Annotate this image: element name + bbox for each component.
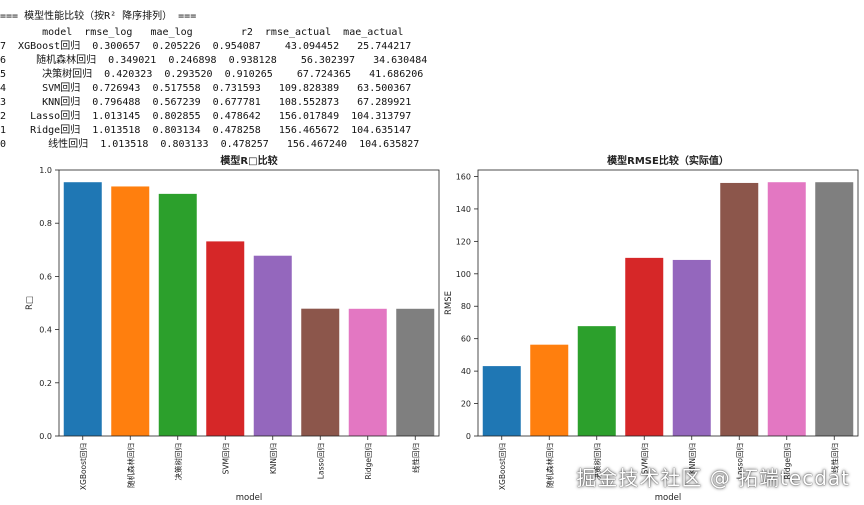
console-output: === 模型性能比较（按R² 降序排列） === model rmse_log … (0, 0, 864, 158)
r2-chart-xlabel: model (236, 493, 262, 503)
rmse-chart-xtick-label: XGBoost回归 (497, 443, 507, 490)
rmse-chart-xlabel: model (655, 493, 681, 503)
console-row: 6 随机森林回归 0.349021 0.246898 0.938128 56.3… (0, 55, 428, 66)
r2-chart-title: 模型R□比较 (220, 154, 277, 167)
rmse-chart-ytick-label: 40 (461, 367, 471, 376)
r2-chart-ytick-label: 0.0 (39, 432, 52, 441)
rmse-chart-ylabel: RMSE (444, 291, 454, 315)
r2-chart-xtick-label: Lasso回归 (315, 443, 325, 479)
r2-chart-bar-3 (158, 193, 197, 436)
r2-chart-ytick-label: 0.4 (39, 326, 52, 335)
rmse-chart-bar-6 (720, 182, 759, 436)
rmse-chart-ytick-label: 20 (461, 400, 471, 409)
rmse-chart-ytick-label: 160 (456, 172, 471, 181)
r2-chart-bar-1 (63, 182, 102, 436)
r2-chart-bar-7 (348, 308, 387, 436)
r2-chart-bar-2 (111, 186, 150, 436)
rmse-chart-xtick-label: 随机森林回归 (544, 443, 554, 488)
console-row: 7 XGBoost回归 0.300657 0.205226 0.954087 4… (0, 41, 412, 52)
rmse-chart-bar-8 (815, 182, 854, 436)
rmse-chart-bar-7 (767, 182, 806, 436)
rmse-chart-bar-4 (625, 257, 664, 436)
r2-chart-bar-4 (206, 241, 245, 436)
rmse-chart-xtick-label: 决策树回归 (592, 443, 602, 481)
r2-chart-ylabel: R□ (25, 296, 35, 310)
console-row: 5 决策树回归 0.420323 0.293520 0.910265 67.72… (0, 69, 424, 80)
console-row: 1 Ridge回归 1.013518 0.803134 0.478258 156… (0, 125, 412, 136)
rmse-chart-xtick-label: Ridge回归 (782, 443, 792, 479)
r2-chart-frame (58, 169, 440, 437)
r2-chart-xtick-label: KNN回归 (268, 443, 278, 474)
r2-chart-bar-5 (253, 255, 292, 436)
rmse-chart-xtick-label: Lasso回归 (734, 443, 744, 479)
rmse-chart-title: 模型RMSE比较（实际值） (607, 154, 729, 167)
r2-bar-chart: 模型R□比较 0.0 0.2 0.4 0.6 0.8 1.0 XGBoost回归 随机森林回归 决… (25, 154, 440, 503)
console-row: 2 Lasso回归 1.013145 0.802855 0.478642 156… (0, 111, 412, 122)
r2-chart-ytick-label: 0.6 (39, 272, 52, 281)
r2-chart-xtick-label: 随机森林回归 (125, 443, 135, 488)
console-header: === 模型性能比较（按R² 降序排列） === (0, 11, 197, 22)
rmse-chart-ytick-label: 140 (456, 205, 471, 214)
r2-chart-bar-8 (396, 308, 435, 436)
console-row: 3 KNN回归 0.796488 0.567239 0.677781 108.5… (0, 97, 412, 108)
r2-chart-xtick-label: 线性回归 (410, 443, 420, 473)
r2-chart-ytick-label: 0.8 (39, 219, 52, 228)
rmse-chart-bar-3 (577, 326, 616, 436)
rmse-chart-bar-1 (482, 366, 521, 436)
rmse-chart-bar-5 (672, 259, 711, 436)
console-row: 0 线性回归 1.013518 0.803133 0.478257 156.46… (0, 139, 420, 150)
r2-chart-xtick-label: 决策树回归 (173, 443, 183, 481)
rmse-chart-xtick-label: SVM回归 (639, 443, 649, 474)
r2-chart-xtick-label: Ridge回归 (363, 443, 373, 479)
r2-chart-xtick-label: SVM回归 (220, 443, 230, 474)
rmse-chart-ytick-label: 80 (461, 302, 471, 311)
rmse-chart-xtick-label: KNN回归 (687, 443, 697, 474)
rmse-chart-frame (477, 169, 859, 437)
rmse-chart-bar-2 (530, 344, 569, 436)
r2-chart-ytick-label: 1.0 (39, 166, 52, 175)
console-columns: model rmse_log mae_log r2 rmse_actual ma… (0, 27, 404, 38)
charts-figure: 模型R□比较 0.0 0.2 0.4 0.6 0.8 1.0 XGBoost回归 随机森林回归 决… (25, 154, 859, 503)
watermark-text: 掘金技术社区 @ 拓端tecdat (576, 466, 850, 490)
rmse-bar-chart: 模型RMSE比较（实际值） 0 20 40 60 80 100 120 140 160 XGBoos… (444, 154, 859, 503)
r2-chart-ytick-label: 0.2 (39, 379, 52, 388)
rmse-chart-ytick-label: 100 (456, 270, 471, 279)
rmse-chart-xtick-label: 线性回归 (829, 443, 839, 473)
r2-chart-xtick-label: XGBoost回归 (78, 443, 88, 490)
rmse-chart-ytick-label: 120 (456, 237, 471, 246)
rmse-chart-ytick-label: 0 (466, 432, 471, 441)
r2-chart-bar-6 (301, 308, 340, 436)
rmse-chart-ytick-label: 60 (461, 335, 471, 344)
console-row: 4 SVM回归 0.726943 0.517558 0.731593 109.8… (0, 83, 412, 94)
